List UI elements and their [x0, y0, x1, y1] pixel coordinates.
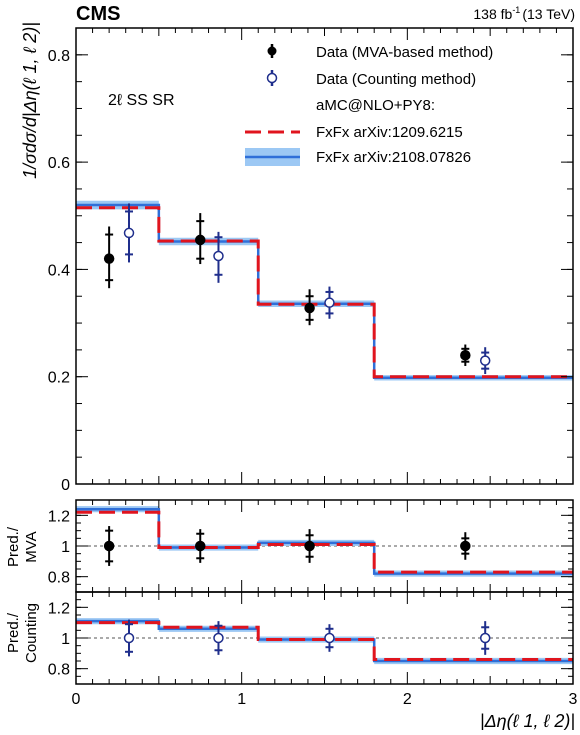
x-tick-label: 0 — [72, 691, 81, 708]
ratio-counting-point — [479, 621, 491, 655]
ratio-mva-point — [304, 529, 315, 563]
legend-marker-data-counting — [266, 70, 278, 86]
main-point-mva — [195, 213, 206, 265]
main-point-counting — [479, 347, 491, 375]
main-y-axis-label: 1/σdσ/d|Δη(ℓ 1, ℓ 2)| — [20, 22, 40, 179]
svg-text:Counting: Counting — [23, 603, 40, 663]
ratio-mva-point — [460, 532, 471, 560]
lumi-exponent: -1 — [512, 5, 520, 15]
x-tick-label: 2 — [403, 691, 412, 708]
main-panel: 0 0.2 0.4 0.6 0.8 — [48, 27, 574, 494]
ratio-mva-y-tick-label: 0.8 — [48, 570, 70, 587]
ratio-mva-y-label: Pred./ MVA — [5, 526, 40, 567]
region-label: 2ℓ SS SR — [108, 92, 175, 109]
ratio-counting-point — [213, 621, 224, 655]
ratio-mva-point — [195, 529, 206, 563]
svg-text:Pred./: Pred./ — [5, 526, 22, 567]
ratio-counting-y-tick-label: 1.2 — [48, 600, 70, 617]
main-y-tick-label: 0.2 — [48, 370, 70, 387]
ratio-counting-point — [324, 624, 335, 652]
legend: Data (MVA-based method) Data (Counting m… — [245, 44, 493, 166]
main-point-counting — [213, 231, 224, 283]
x-tick-label: 1 — [237, 691, 246, 708]
x-tick-label: 3 — [569, 691, 578, 708]
legend-header: aMC@NLO+PY8: — [316, 97, 435, 114]
main-red-line — [76, 206, 573, 379]
x-axis-label: |Δη(ℓ 1, ℓ 2)| — [480, 711, 575, 730]
main-y-tick-label: 0 — [61, 477, 70, 494]
ratio-mva-panel: 0.8 1 1.2 — [48, 499, 574, 593]
main-point-mva — [304, 289, 315, 326]
main-point-counting — [123, 203, 135, 263]
ratio-mva-blue-band — [76, 506, 573, 577]
main-y-tick-label: 0.6 — [48, 155, 70, 172]
main-blue-band — [76, 200, 573, 381]
ratio-counting-y-tick-label: 0.8 — [48, 662, 70, 679]
lumi-energy: (13 TeV) — [522, 6, 575, 22]
main-blue-line — [76, 203, 573, 380]
main-point-counting — [324, 286, 335, 319]
svg-text:MVA: MVA — [23, 531, 40, 562]
experiment-label: CMS — [76, 3, 120, 25]
ratio-mva-y-tick-label: 1 — [61, 539, 70, 556]
ratio-mva-red-line — [76, 510, 573, 574]
legend-marker-data-mva — [267, 44, 277, 58]
ratio-counting-red-line — [76, 621, 573, 661]
main-y-tick-label: 0.4 — [48, 262, 70, 279]
luminosity-label: 138 fb-1 (13 TeV) — [473, 5, 575, 22]
main-y-tick-label: 0.8 — [48, 48, 70, 65]
ratio-counting-point — [123, 619, 135, 657]
ratio-mva-point — [103, 526, 115, 566]
main-point-mva — [460, 344, 471, 366]
ratio-counting-blue-band — [76, 618, 573, 665]
main-point-mva — [103, 226, 115, 289]
svg-text:Pred./: Pred./ — [5, 612, 22, 653]
legend-label-blue: FxFx arXiv:2108.07826 — [316, 149, 471, 166]
legend-label-data-counting: Data (Counting method) — [316, 71, 476, 88]
legend-label-data-mva: Data (MVA-based method) — [316, 44, 493, 61]
ratio-counting-y-label: Pred./ Counting — [5, 603, 40, 663]
lumi-value: 138 fb — [473, 6, 512, 22]
legend-label-red: FxFx arXiv:1209.6215 — [316, 124, 463, 141]
ratio-mva-y-tick-label: 1.2 — [48, 508, 70, 525]
ratio-counting-y-tick-label: 1 — [61, 631, 70, 648]
ratio-counting-panel: 0 1 2 3 0.8 1 1.2 — [48, 591, 578, 708]
